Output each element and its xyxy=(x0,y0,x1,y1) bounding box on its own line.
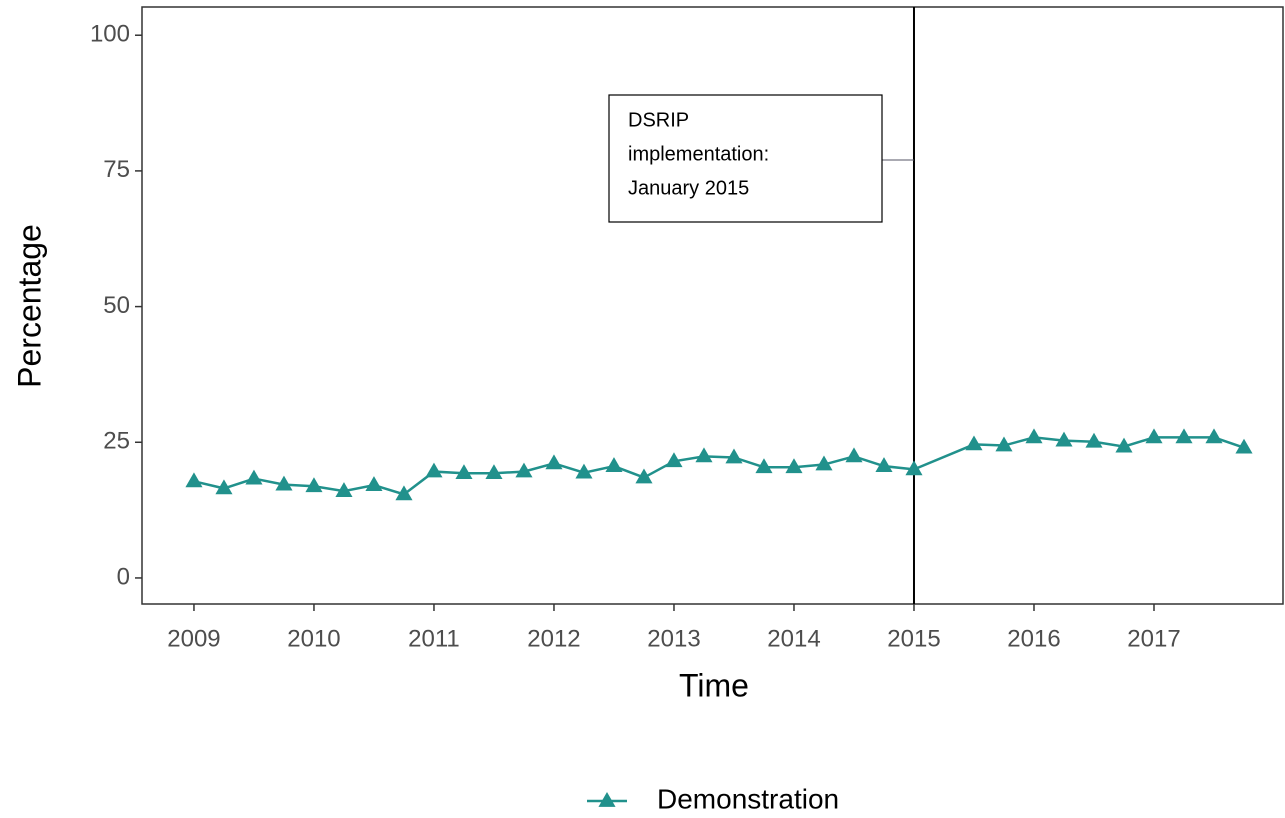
point-marker xyxy=(425,462,443,478)
annotation-text: implementation: xyxy=(628,143,769,165)
point-marker xyxy=(515,462,533,478)
point-marker xyxy=(185,472,203,488)
x-tick-label: 2016 xyxy=(1007,625,1060,652)
y-tick-label: 75 xyxy=(103,156,130,183)
point-marker xyxy=(755,458,773,474)
point-marker xyxy=(635,468,653,484)
y-tick-label: 25 xyxy=(103,428,130,455)
point-marker xyxy=(395,485,413,501)
point-marker xyxy=(905,460,923,476)
point-marker xyxy=(965,435,983,451)
point-marker xyxy=(725,448,743,464)
point-marker xyxy=(1025,428,1043,444)
x-tick-label: 2013 xyxy=(647,625,700,652)
point-marker xyxy=(695,447,713,463)
point-marker xyxy=(305,477,323,493)
point-marker xyxy=(335,482,353,497)
x-tick-label: 2009 xyxy=(167,625,220,652)
point-marker xyxy=(1205,428,1223,444)
point-marker xyxy=(545,454,563,470)
point-marker xyxy=(1085,432,1103,448)
y-axis-title: Percentage xyxy=(11,224,47,388)
x-tick-label: 2012 xyxy=(527,625,580,652)
point-marker xyxy=(455,464,473,480)
point-marker xyxy=(1115,437,1133,453)
point-marker xyxy=(1145,428,1163,444)
x-tick-label: 2017 xyxy=(1127,625,1180,652)
annotation-text: DSRIP xyxy=(628,109,689,131)
x-tick-label: 2011 xyxy=(408,625,460,652)
point-marker xyxy=(245,469,263,485)
x-axis-title: Time xyxy=(679,667,749,703)
y-tick-label: 0 xyxy=(117,563,130,590)
point-marker xyxy=(1235,438,1253,454)
x-tick-label: 2010 xyxy=(287,625,340,652)
x-tick-label: 2015 xyxy=(887,625,940,652)
point-marker xyxy=(605,457,623,472)
point-marker xyxy=(785,458,803,474)
point-marker xyxy=(275,475,293,491)
point-marker xyxy=(875,457,893,472)
legend-label: Demonstration xyxy=(657,783,839,814)
point-marker xyxy=(1055,431,1073,447)
point-marker xyxy=(1175,428,1193,444)
y-tick-label: 50 xyxy=(103,292,130,319)
legend-marker xyxy=(598,792,616,807)
point-marker xyxy=(575,463,593,479)
plot-panel xyxy=(141,6,1284,605)
annotation-text: January 2015 xyxy=(628,177,749,199)
annotation-box xyxy=(608,94,883,223)
point-marker xyxy=(485,464,503,480)
point-marker xyxy=(215,479,233,495)
x-tick-label: 2014 xyxy=(767,625,820,652)
point-marker xyxy=(845,447,863,463)
point-marker xyxy=(815,455,833,471)
point-marker xyxy=(365,476,383,491)
point-marker xyxy=(995,436,1013,452)
y-tick-label: 100 xyxy=(90,21,130,48)
point-marker xyxy=(665,452,683,468)
